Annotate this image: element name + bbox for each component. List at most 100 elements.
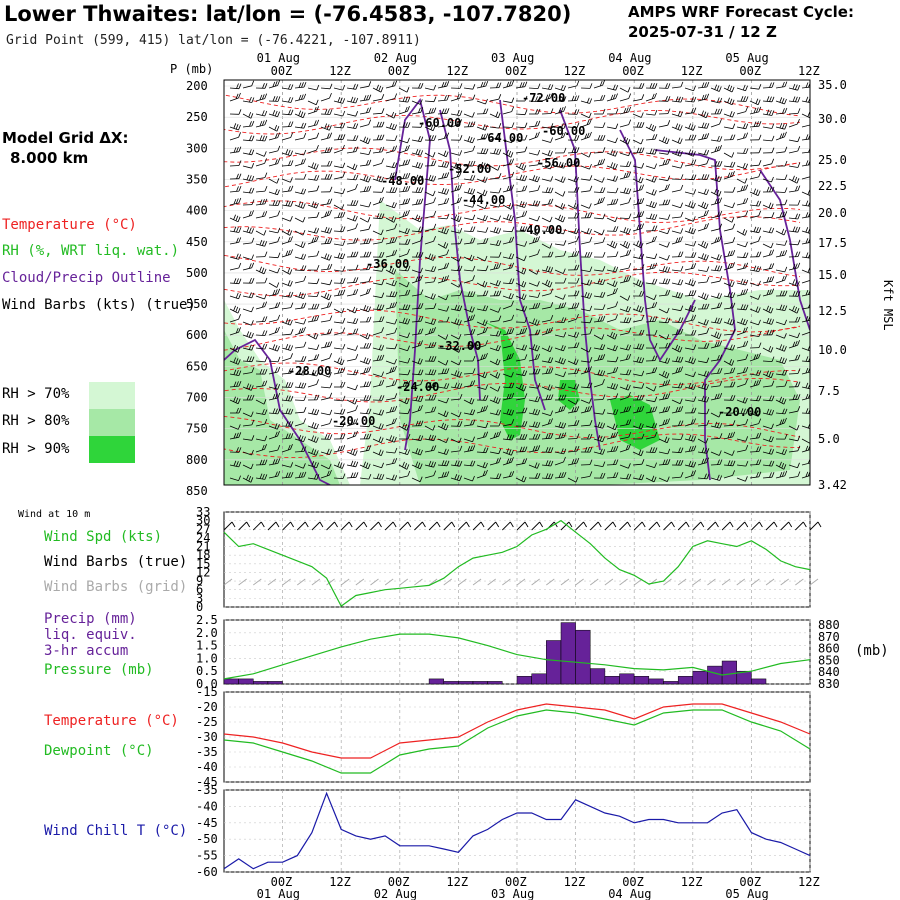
wind-barb — [359, 81, 372, 89]
wind-barb-shaft — [697, 163, 707, 167]
wind-barb-shaft — [567, 360, 577, 365]
wind-barb-shaft — [788, 100, 798, 103]
wind-barb-shaft — [684, 230, 694, 235]
wind-barb — [801, 279, 810, 284]
wind-barb-shaft — [723, 228, 733, 232]
wind-barb-flag — [766, 408, 770, 415]
legend-rh90-label: RH > 90% — [2, 441, 70, 457]
wind-barb — [294, 302, 307, 310]
wind-barb-shaft — [450, 175, 460, 180]
wind-barb — [424, 160, 437, 167]
wind-barb-flag — [313, 236, 317, 243]
wind-barb-flag — [732, 407, 736, 414]
wind-barb-shaft — [801, 293, 810, 297]
wind-barb-shaft — [463, 113, 473, 118]
wind-barb-flag — [368, 366, 372, 372]
wind-barb-flag — [727, 84, 730, 90]
wind-barb-flag — [235, 253, 239, 259]
wind-barb — [242, 135, 255, 142]
wind-barb-flag — [249, 96, 252, 103]
wind-barb-flag — [236, 407, 239, 414]
wind-barb — [580, 228, 592, 235]
wind-barb-flag — [628, 353, 632, 360]
wind-barb — [333, 84, 346, 91]
wind-barb-flag — [719, 223, 723, 229]
wind-barb-shaft — [268, 386, 278, 390]
wind-barb-flag — [719, 235, 722, 242]
wind-barb — [671, 344, 683, 353]
wind-barb — [710, 197, 723, 206]
wind-barb-shaft — [541, 293, 551, 297]
wind-barb-flag — [235, 346, 239, 352]
wind-barb-flag — [264, 301, 268, 307]
wind-barb-flag — [714, 341, 718, 348]
wind-barb — [645, 355, 658, 362]
wind-barb-flag — [337, 212, 341, 218]
wind-barb-flag — [612, 175, 616, 181]
wind-barb-flag — [641, 163, 645, 169]
wind-barb-shaft — [775, 385, 786, 388]
wind-barb — [749, 280, 761, 287]
wind-barb-shaft — [775, 215, 785, 219]
wind-barb-flag — [563, 85, 566, 91]
wind-barb-flag — [428, 342, 432, 348]
wind-barb-flag — [589, 420, 593, 426]
wind-barb-flag — [769, 96, 772, 102]
wind-barb-shaft — [593, 334, 603, 340]
wind-barb-shaft — [801, 204, 810, 207]
wind-barb — [255, 210, 268, 219]
wind-barb-flag — [535, 421, 538, 428]
wind-barb — [398, 304, 411, 311]
wind-barb-flag — [784, 211, 788, 217]
wind-barb-flag — [459, 110, 463, 116]
wind-barb-flag — [808, 211, 810, 218]
wind-barb — [476, 290, 489, 297]
wind-barb-flag — [535, 108, 538, 115]
temperature-contour — [224, 254, 801, 278]
wind-barb-flag — [758, 227, 762, 233]
wind-barb — [684, 134, 697, 141]
wind-barb — [450, 256, 462, 262]
wind-barb-flag — [472, 137, 475, 144]
wind-barb-flag — [251, 332, 254, 339]
wind-barb-flag — [730, 367, 733, 374]
wind-barb-shaft — [736, 111, 746, 115]
wind-barb — [567, 420, 580, 427]
wind-barb — [645, 278, 658, 285]
wind-barb-flag — [654, 235, 657, 242]
wind-barb-flag — [589, 366, 592, 372]
wind-barb-flag — [615, 137, 618, 143]
wind-barb-flag — [298, 382, 302, 388]
wind-barb — [411, 136, 424, 143]
wind-barb-shaft — [333, 204, 342, 210]
wind-barb-flag — [550, 288, 554, 294]
wind-barb — [476, 405, 488, 414]
wind-barb — [385, 301, 398, 310]
wind-barb-flag — [784, 240, 788, 246]
wind-barb-flag — [524, 109, 528, 115]
wind-barb-shaft — [320, 256, 330, 261]
wind-barb-flag — [248, 384, 252, 390]
wind-barb-flag — [797, 251, 801, 257]
wind-barb-flag — [342, 289, 346, 295]
wind-barb-shaft — [723, 113, 733, 118]
wind-barb — [463, 328, 476, 336]
wind-barb — [749, 160, 762, 167]
wind-barb — [320, 409, 333, 416]
temperature-contour — [224, 377, 801, 403]
wind-barb-shaft — [723, 241, 733, 245]
wind-barb-flag — [406, 425, 410, 431]
wind-barb — [671, 279, 684, 286]
wind-barb-flag — [441, 422, 444, 428]
wind-barb-flag — [576, 368, 580, 374]
wind-barb-flag — [324, 123, 328, 129]
wind-barb-flag — [327, 238, 330, 244]
wind-barb-flag — [652, 316, 655, 322]
wind-barb-shaft — [281, 254, 291, 258]
wind-barb-shaft — [346, 399, 356, 405]
wind-barb — [697, 201, 709, 210]
wind-barb-flag — [368, 201, 372, 208]
wind-barb-flag — [238, 160, 242, 166]
wind-barb-flag — [784, 98, 787, 105]
wind-barb-flag — [264, 172, 268, 178]
